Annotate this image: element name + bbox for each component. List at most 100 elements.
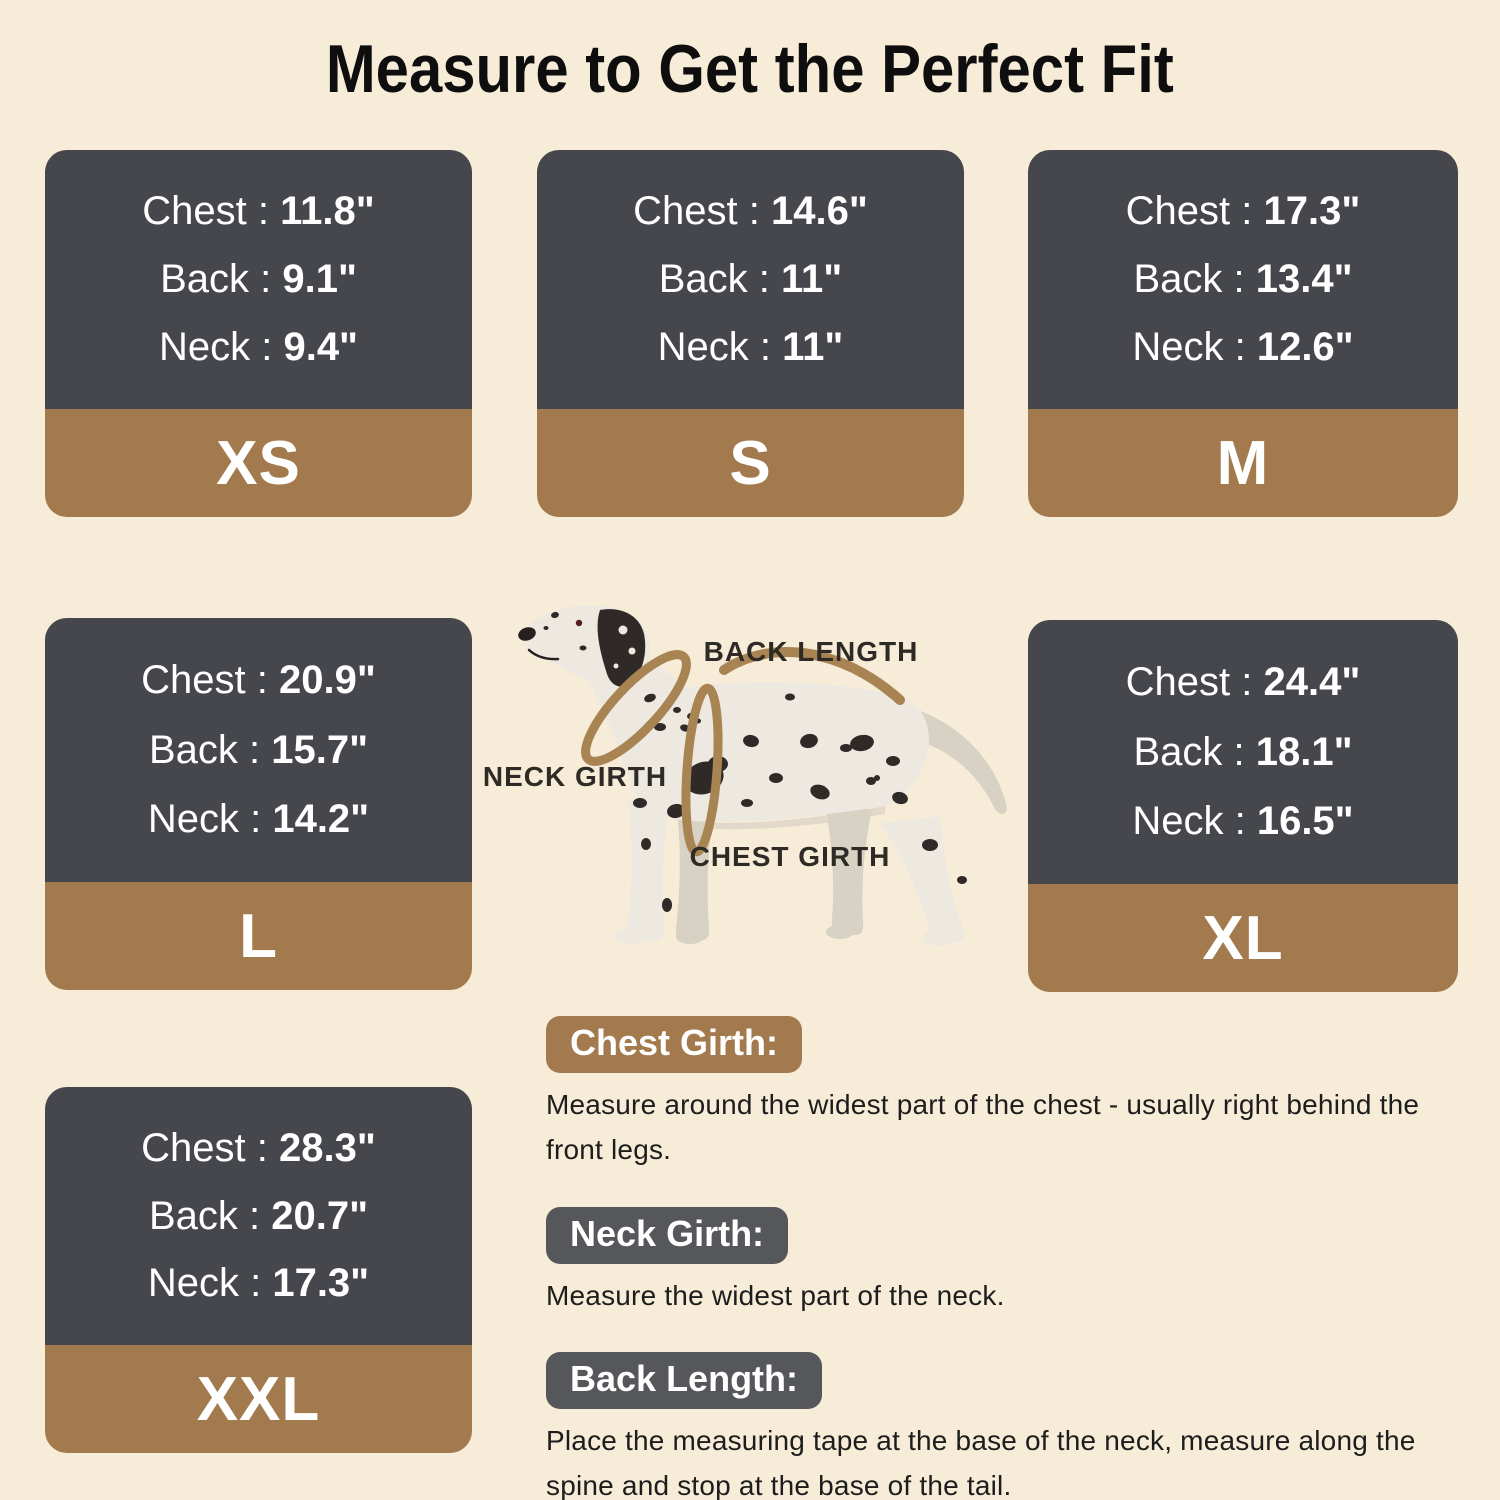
dog-tail bbox=[912, 710, 1007, 814]
separator: : bbox=[1223, 798, 1257, 843]
separator: : bbox=[1230, 660, 1264, 705]
size-card-xl-measurements: Chest : 24.4" Back : 18.1" Neck : 16.5" bbox=[1028, 620, 1458, 884]
separator: : bbox=[245, 1125, 279, 1170]
size-card-l-measurements: Chest : 20.9" Back : 15.7" Neck : 14.2" bbox=[45, 618, 472, 882]
size-card-s-measurements: Chest : 14.6" Back : 11" Neck : 11" bbox=[537, 150, 964, 409]
back-row: Back : 9.1" bbox=[160, 257, 357, 302]
neck-label: Neck bbox=[1132, 325, 1224, 369]
size-badge-xs: XS bbox=[45, 409, 472, 517]
dalmatian-measure-diagram: BACK LENGTH NECK GIRTH CHEST GIRTH bbox=[483, 605, 1007, 946]
dog-mouth bbox=[527, 648, 560, 661]
separator: : bbox=[1230, 189, 1264, 233]
size-badge-m: M bbox=[1028, 409, 1458, 517]
separator: : bbox=[245, 658, 279, 703]
chest-girth-label: CHEST GIRTH bbox=[690, 841, 891, 872]
dog-near-hind-leg bbox=[880, 816, 965, 942]
chest-row: Chest : 20.9" bbox=[141, 658, 376, 703]
dog-far-front-paw bbox=[676, 930, 704, 944]
chest-value: 17.3" bbox=[1263, 189, 1361, 233]
measure-bands bbox=[581, 647, 905, 857]
back-label: Back bbox=[160, 257, 249, 301]
chest-row: Chest : 14.6" bbox=[633, 189, 868, 234]
dog-far-hind-paw bbox=[826, 925, 854, 939]
chest-label: Chest bbox=[633, 189, 738, 233]
separator: : bbox=[250, 325, 284, 369]
dog-belly-shadow bbox=[678, 806, 885, 830]
neck-girth-section: Neck Girth: Measure the widest part of t… bbox=[546, 1206, 1476, 1319]
dog-near-front-leg bbox=[626, 798, 669, 940]
page-title-text: Measure to Get the Perfect Fit bbox=[326, 31, 1174, 107]
ear-spot bbox=[618, 625, 628, 635]
size-card-xs-measurements: Chest : 11.8" Back : 9.1" Neck : 9.4" bbox=[45, 150, 472, 409]
neck-value: 12.6" bbox=[1256, 325, 1354, 369]
dog-near-hind-paw bbox=[923, 930, 957, 946]
separator: : bbox=[246, 189, 281, 233]
chest-label: Chest bbox=[1125, 189, 1231, 233]
chest-girth-heading-badge: Chest Girth: bbox=[546, 1016, 803, 1073]
chest-label: Chest bbox=[142, 189, 247, 233]
chest-girth-section: Chest Girth: Measure around the widest p… bbox=[546, 1016, 1476, 1173]
size-badge-xxl: XXL bbox=[45, 1345, 472, 1453]
chest-row: Chest : 17.3" bbox=[1126, 189, 1361, 234]
back-value: 11" bbox=[781, 257, 843, 301]
neck-value: 14.2" bbox=[272, 796, 370, 841]
separator: : bbox=[249, 257, 283, 301]
measurement-explanations: Chest Girth: Measure around the widest p… bbox=[546, 1016, 1476, 1500]
chest-value: 24.4" bbox=[1263, 660, 1361, 705]
neck-value: 16.5" bbox=[1256, 798, 1354, 843]
neck-row: Neck : 12.6" bbox=[1132, 325, 1353, 370]
chest-value: 20.9" bbox=[279, 658, 376, 703]
back-label: Back bbox=[148, 1193, 238, 1238]
neck-row: Neck : 16.5" bbox=[1132, 799, 1353, 844]
ear-spot bbox=[613, 663, 619, 669]
dog-body bbox=[581, 638, 929, 822]
chest-value: 11.8" bbox=[280, 189, 375, 233]
separator: : bbox=[238, 796, 273, 841]
chest-row: Chest : 28.3" bbox=[141, 1126, 376, 1171]
dog-nose bbox=[518, 627, 536, 641]
neck-row: Neck : 14.2" bbox=[148, 797, 369, 842]
chest-value: 14.6" bbox=[771, 189, 868, 233]
chest-label: Chest bbox=[1125, 660, 1231, 705]
separator: : bbox=[238, 1261, 273, 1306]
separator: : bbox=[748, 325, 783, 369]
neck-label: Neck bbox=[1132, 798, 1224, 843]
separator: : bbox=[747, 257, 782, 301]
chest-label: Chest bbox=[141, 1125, 246, 1170]
chest-value: 28.3" bbox=[279, 1125, 376, 1170]
dog-illustration bbox=[518, 605, 1007, 946]
neck-girth-label: NECK GIRTH bbox=[483, 761, 667, 792]
neck-label: Neck bbox=[147, 1261, 239, 1306]
dog-near-front-paw bbox=[615, 928, 649, 944]
neck-girth-band bbox=[581, 650, 691, 766]
back-length-heading-badge: Back Length: bbox=[546, 1352, 823, 1410]
neck-row: Neck : 11" bbox=[658, 325, 844, 370]
back-value: 13.4" bbox=[1255, 257, 1353, 301]
size-card-m-measurements: Chest : 17.3" Back : 13.4" Neck : 12.6" bbox=[1028, 150, 1458, 409]
separator: : bbox=[237, 727, 272, 772]
back-value: 9.1" bbox=[282, 257, 357, 301]
separator: : bbox=[237, 1193, 272, 1238]
back-length-label: BACK LENGTH bbox=[704, 636, 919, 667]
back-length-description: Place the measuring tape at the base of … bbox=[546, 1425, 1416, 1500]
back-label: Back bbox=[658, 257, 748, 301]
chest-label: Chest bbox=[141, 658, 246, 703]
dog-far-hind-leg bbox=[825, 803, 872, 935]
neck-value: 9.4" bbox=[283, 325, 359, 369]
back-label: Back bbox=[1133, 729, 1223, 774]
back-length-section: Back Length: Place the measuring tape at… bbox=[546, 1352, 1476, 1500]
neck-row: Neck : 17.3" bbox=[148, 1261, 369, 1306]
back-length-arc bbox=[719, 647, 905, 705]
neck-value: 17.3" bbox=[272, 1261, 370, 1306]
size-card-xs: Chest : 11.8" Back : 9.1" Neck : 9.4" XS bbox=[45, 150, 472, 517]
neck-value: 11" bbox=[782, 325, 844, 369]
size-card-l: Chest : 20.9" Back : 15.7" Neck : 14.2" … bbox=[45, 618, 472, 990]
neck-label: Neck bbox=[147, 796, 239, 841]
size-badge-xl: XL bbox=[1028, 884, 1458, 992]
neck-row: Neck : 9.4" bbox=[159, 325, 358, 370]
chest-row: Chest : 11.8" bbox=[142, 189, 374, 234]
back-label: Back bbox=[1133, 257, 1223, 301]
size-card-xxl-measurements: Chest : 28.3" Back : 20.7" Neck : 17.3" bbox=[45, 1087, 472, 1345]
size-card-s: Chest : 14.6" Back : 11" Neck : 11" S bbox=[537, 150, 964, 517]
